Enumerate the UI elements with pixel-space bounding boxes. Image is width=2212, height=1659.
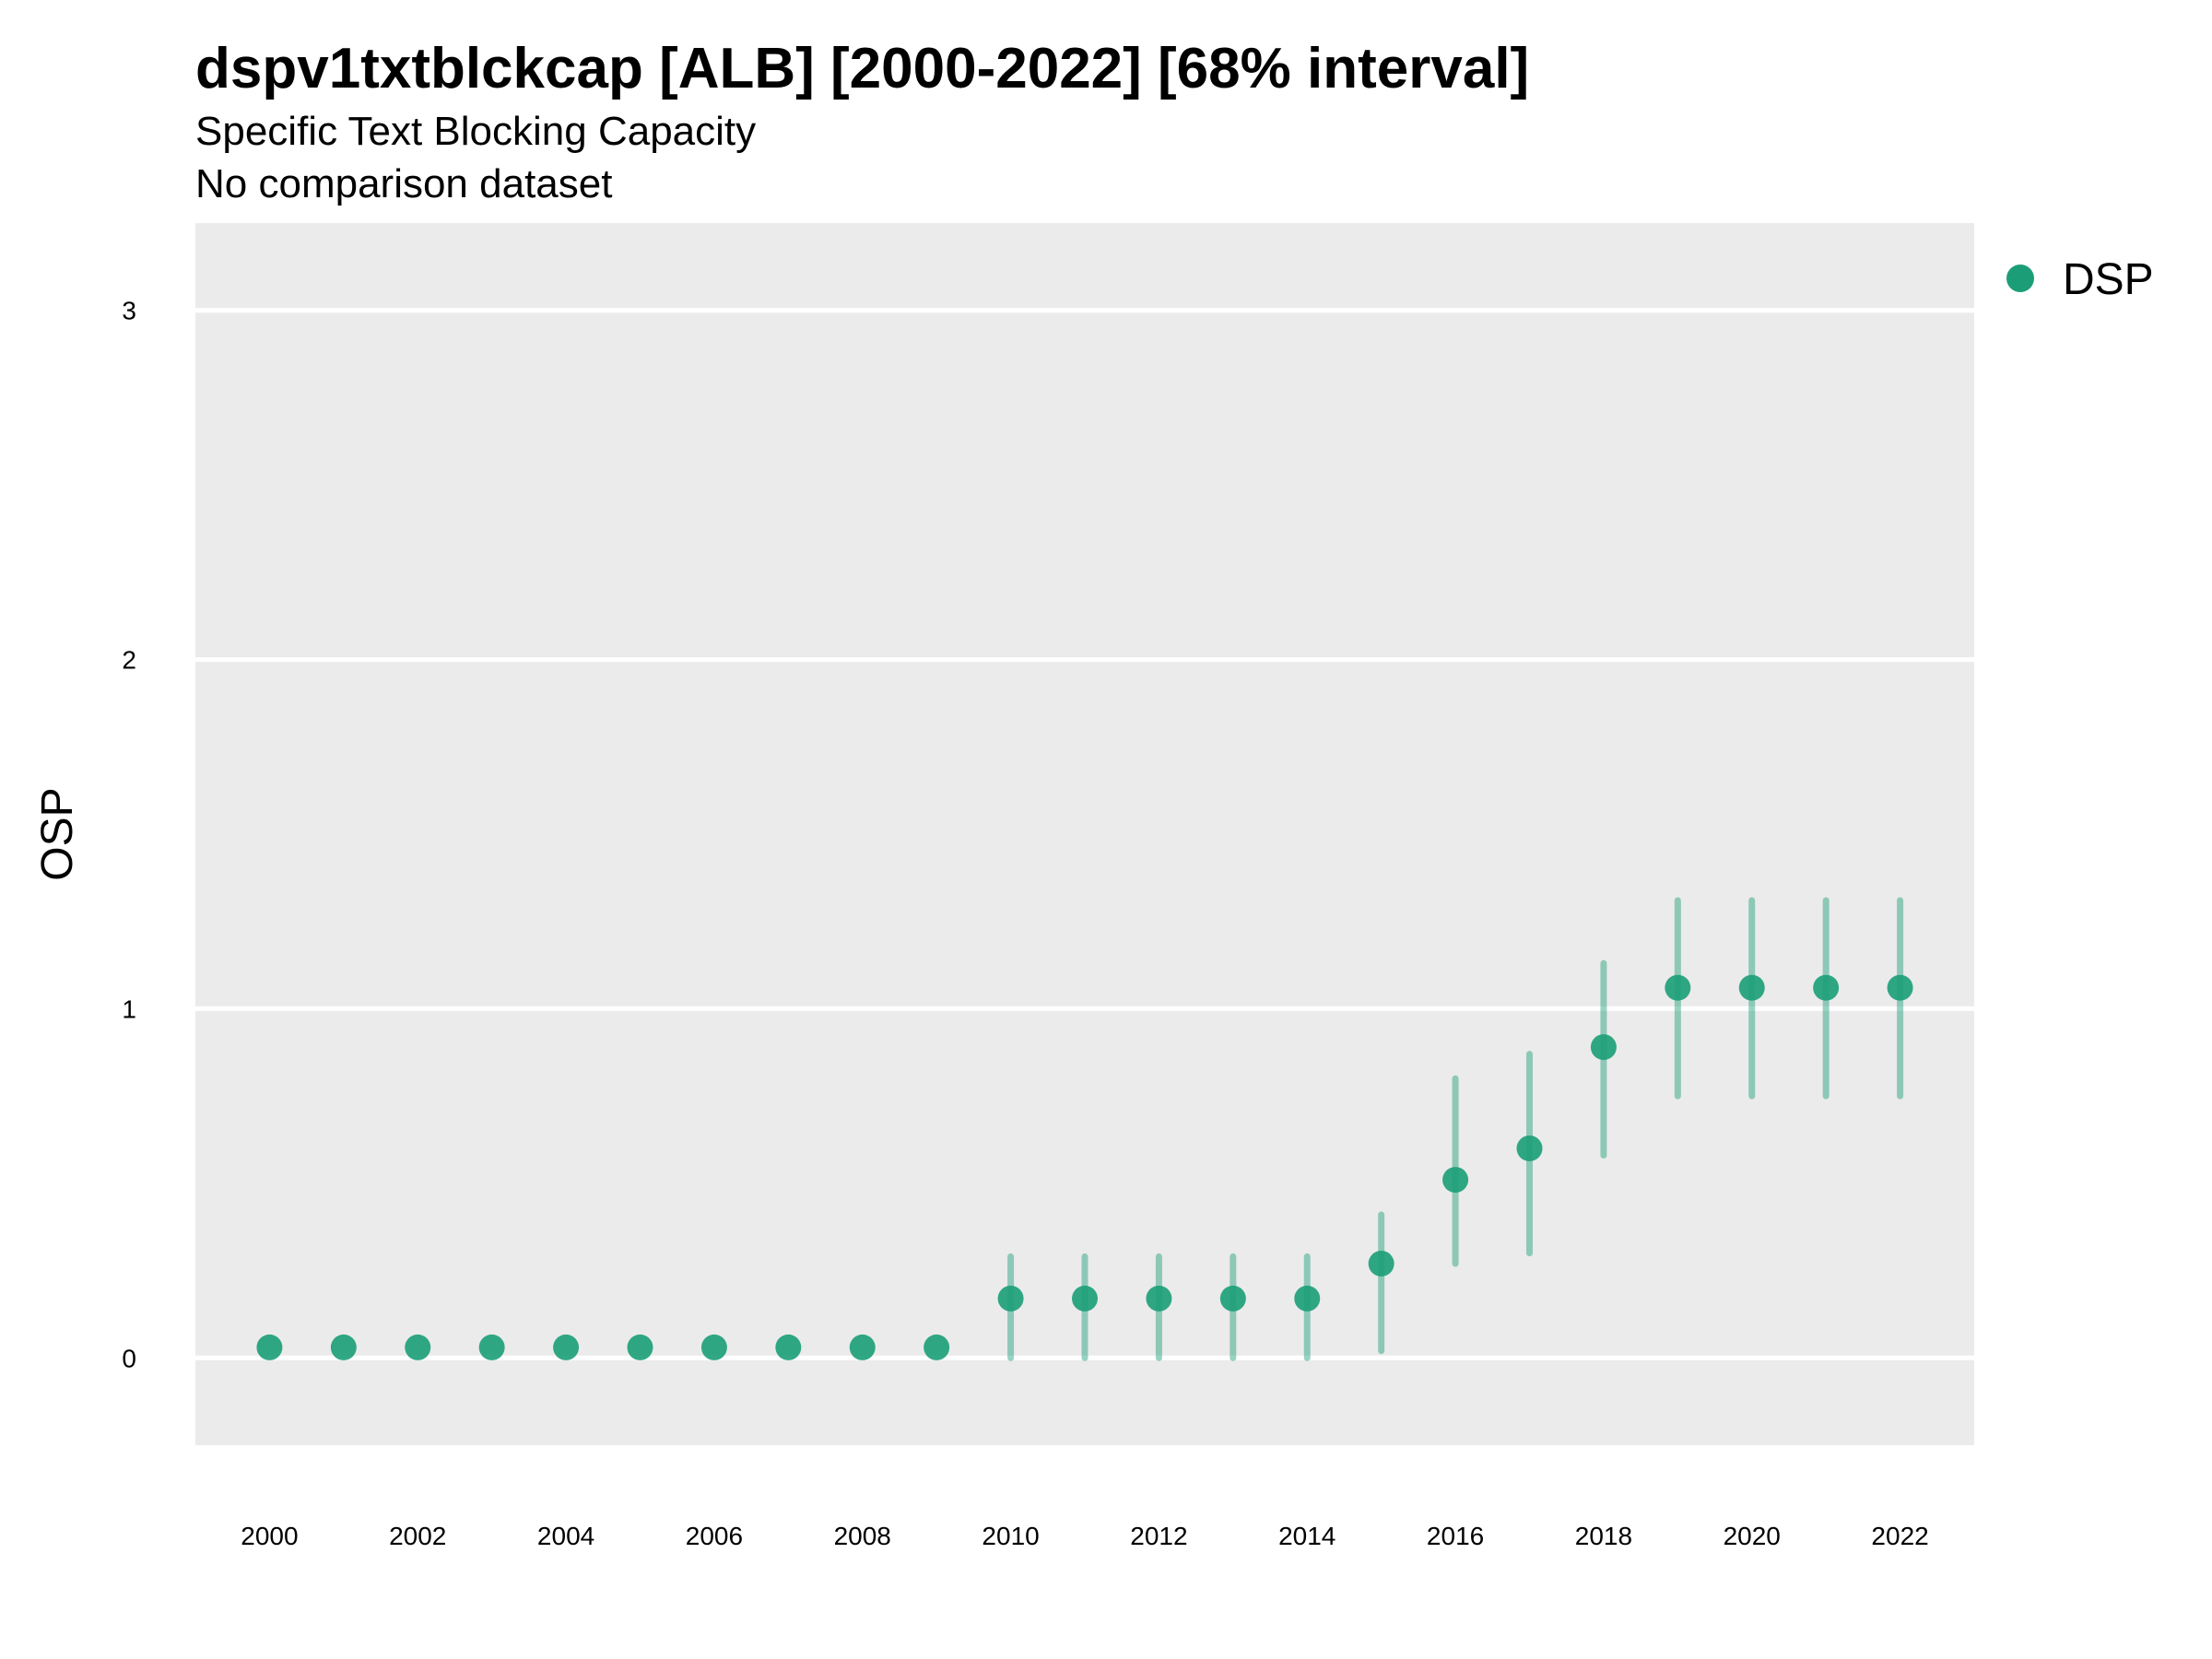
x-axis-ticks: 2000 2002 2004 2006 2008 2010 2012 2014 2016 2018…	[241, 1522, 1928, 1550]
x-tick-label: 2008	[834, 1522, 891, 1550]
data-point	[1368, 1250, 1394, 1277]
data-point	[1072, 1285, 1098, 1312]
data-point	[1887, 974, 1913, 1001]
data-point	[330, 1334, 357, 1360]
legend: DSP	[2006, 255, 2154, 304]
data-point	[1516, 1135, 1543, 1161]
data-point	[1294, 1285, 1321, 1312]
y-tick-label: 1	[122, 994, 136, 1023]
data-point	[700, 1334, 727, 1360]
chart-title: dspv1txtblckcap [ALB] [2000-2022] [68% i…	[195, 37, 1529, 100]
x-tick-label: 2004	[537, 1522, 594, 1550]
data-point	[1146, 1285, 1172, 1312]
x-tick-label: 2014	[1278, 1522, 1335, 1550]
data-point	[924, 1334, 950, 1360]
x-tick-label: 2020	[1724, 1522, 1781, 1550]
data-point	[1590, 1034, 1617, 1061]
data-point	[1219, 1285, 1246, 1312]
data-point	[1813, 974, 1840, 1001]
y-tick-label: 3	[122, 297, 136, 325]
data-point	[478, 1334, 505, 1360]
x-tick-label: 2006	[686, 1522, 743, 1550]
data-point	[553, 1334, 580, 1360]
chart-subtitle: Specific Text Blocking Capacity	[195, 109, 756, 154]
x-tick-label: 2002	[389, 1522, 446, 1550]
data-point	[1665, 974, 1691, 1001]
legend-marker	[2006, 265, 2034, 292]
data-point	[405, 1334, 431, 1360]
data-point	[775, 1334, 802, 1360]
data-points	[256, 974, 1913, 1360]
y-tick-label: 0	[122, 1344, 136, 1372]
data-point	[849, 1334, 876, 1360]
legend-label: DSP	[2063, 255, 2154, 304]
y-axis-label: OSP	[33, 787, 82, 880]
x-tick-label: 2010	[982, 1522, 1039, 1550]
x-tick-label: 2000	[241, 1522, 298, 1550]
data-point	[997, 1285, 1024, 1312]
data-point	[627, 1334, 653, 1360]
y-tick-label: 2	[122, 646, 136, 675]
data-point	[1738, 974, 1765, 1001]
chart-caption: No comparison dataset	[195, 161, 612, 206]
data-point	[1442, 1167, 1469, 1194]
x-tick-label: 2012	[1130, 1522, 1187, 1550]
x-tick-label: 2022	[1871, 1522, 1928, 1550]
plot-panel	[195, 223, 1974, 1445]
data-point	[256, 1334, 283, 1360]
y-axis-ticks: 0 1 2 3	[122, 297, 136, 1373]
x-tick-label: 2016	[1427, 1522, 1484, 1550]
x-tick-label: 2018	[1575, 1522, 1632, 1550]
